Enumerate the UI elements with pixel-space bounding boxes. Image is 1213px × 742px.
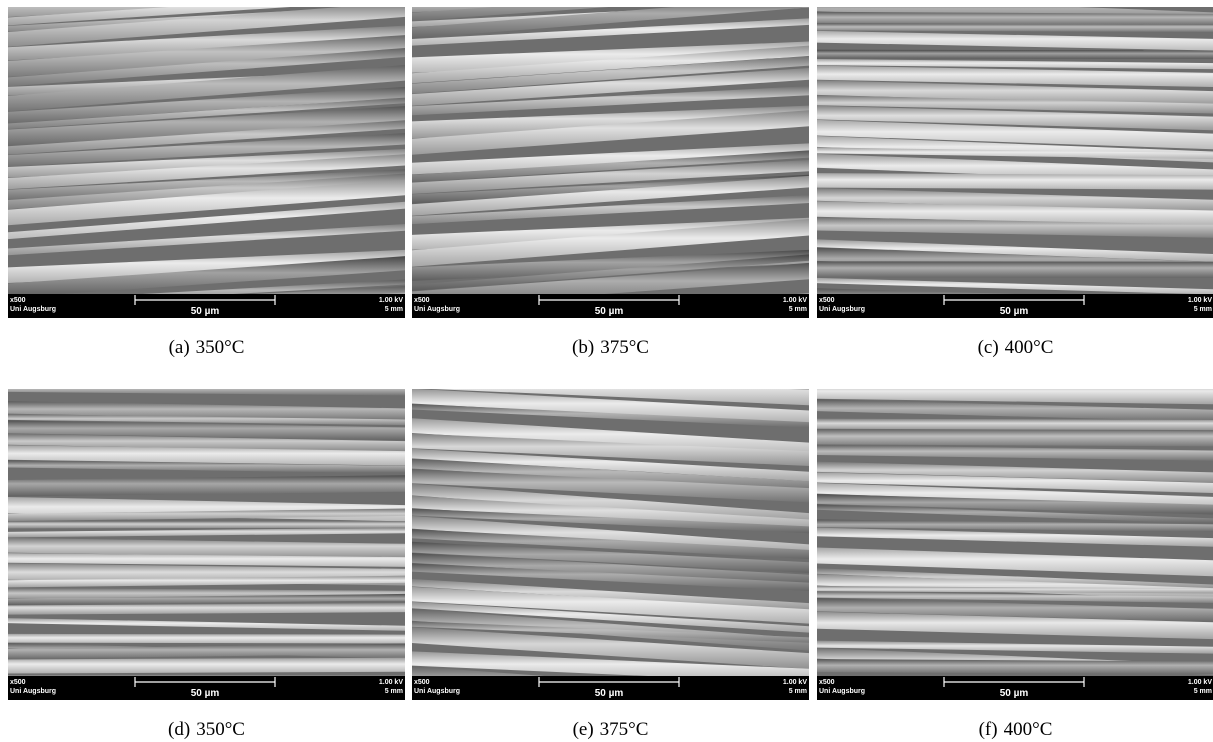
caption-text: 350°C [196, 719, 245, 740]
scale-label: 50 µm [595, 306, 624, 317]
caption-label: (f) [979, 719, 998, 740]
caption-text: 375°C [600, 719, 649, 740]
caption: (d) 350°C [168, 719, 245, 740]
institution: Uni Augsburg [819, 306, 865, 313]
working-distance: 5 mm [789, 688, 807, 695]
scale-label: 50 µm [1000, 688, 1029, 699]
caption: (a) 350°C [169, 337, 245, 358]
info-bar [8, 676, 405, 700]
info-bar [817, 676, 1213, 700]
scale-label: 50 µm [191, 306, 220, 317]
magnification: x500 [414, 679, 430, 686]
caption-label: (a) [169, 337, 190, 358]
sem-panel: x500 Uni Augsburg 50 µm 1.00 kV 5 mm (e) 375°C [412, 389, 809, 740]
sem-image [817, 389, 1213, 676]
caption-text: 400°C [1005, 337, 1054, 358]
info-bar [8, 294, 405, 318]
caption-label: (e) [573, 719, 594, 740]
info-bar [412, 294, 809, 318]
caption: (b) 375°C [572, 337, 649, 358]
sem-panel: x500 Uni Augsburg 50 µm 1.00 kV 5 mm (c) 400°C [817, 7, 1213, 358]
caption: (c) 400°C [978, 337, 1054, 358]
sem-image [8, 389, 405, 676]
voltage: 1.00 kV [783, 679, 807, 686]
voltage: 1.00 kV [1188, 679, 1212, 686]
info-bar [412, 676, 809, 700]
sem-image [412, 7, 809, 294]
sem-image [8, 7, 405, 294]
magnification: x500 [10, 679, 26, 686]
sem-panel: x500 Uni Augsburg 50 µm 1.00 kV 5 mm (f) 400°C [817, 389, 1213, 740]
working-distance: 5 mm [385, 688, 403, 695]
voltage: 1.00 kV [379, 679, 403, 686]
scale-label: 50 µm [1000, 306, 1029, 317]
sem-panel: x500 Uni Augsburg 50 µm 1.00 kV 5 mm (d) 350°C [8, 389, 405, 740]
sem-image [412, 389, 809, 676]
institution: Uni Augsburg [414, 306, 460, 313]
working-distance: 5 mm [1194, 688, 1212, 695]
voltage: 1.00 kV [783, 297, 807, 304]
caption-text: 400°C [1004, 719, 1053, 740]
sem-image [817, 7, 1213, 294]
voltage: 1.00 kV [379, 297, 403, 304]
magnification: x500 [819, 679, 835, 686]
scale-label: 50 µm [191, 688, 220, 699]
institution: Uni Augsburg [10, 688, 56, 695]
voltage: 1.00 kV [1188, 297, 1212, 304]
institution: Uni Augsburg [819, 688, 865, 695]
caption-text: 350°C [196, 337, 245, 358]
magnification: x500 [414, 297, 430, 304]
sem-panel: x500 Uni Augsburg 50 µm 1.00 kV 5 mm (b) 375°C [412, 7, 809, 358]
caption-label: (d) [168, 719, 190, 740]
caption: (f) 400°C [979, 719, 1053, 740]
caption-label: (c) [978, 337, 999, 358]
info-bar [817, 294, 1213, 318]
institution: Uni Augsburg [414, 688, 460, 695]
working-distance: 5 mm [789, 306, 807, 313]
sem-panel: x500 Uni Augsburg 50 µm 1.00 kV 5 mm (a) 350°C [8, 7, 405, 358]
magnification: x500 [10, 297, 26, 304]
magnification: x500 [819, 297, 835, 304]
institution: Uni Augsburg [10, 306, 56, 313]
caption-text: 375°C [600, 337, 649, 358]
caption-label: (b) [572, 337, 594, 358]
working-distance: 5 mm [1194, 306, 1212, 313]
working-distance: 5 mm [385, 306, 403, 313]
scale-label: 50 µm [595, 688, 624, 699]
caption: (e) 375°C [573, 719, 649, 740]
